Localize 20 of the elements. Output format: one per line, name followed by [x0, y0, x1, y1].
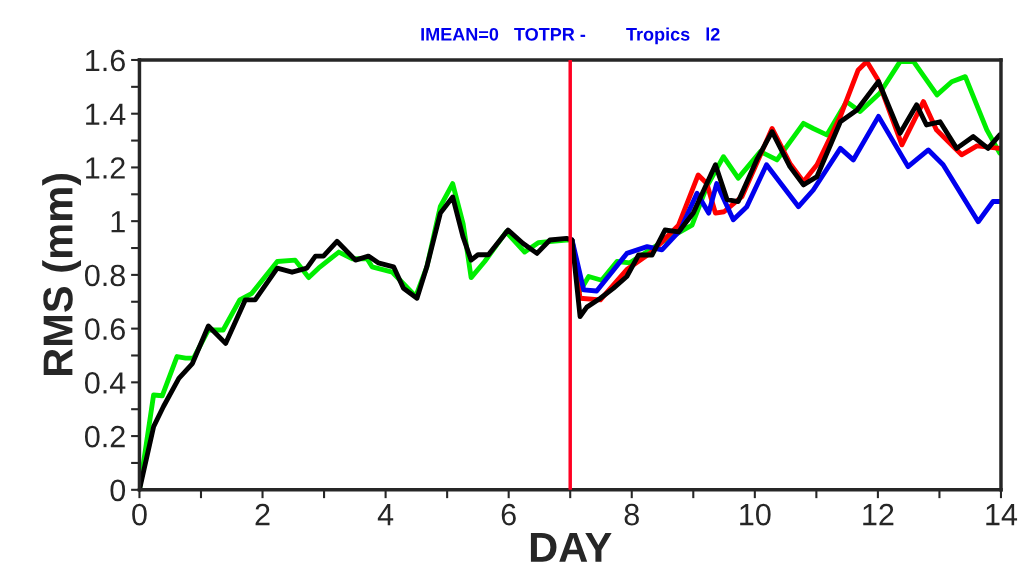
- x-tick-label: 2: [255, 503, 270, 526]
- x-axis-title: DAY: [530, 533, 612, 562]
- y-tick-label: 0.4: [84, 372, 126, 394]
- x-tick-label: 12: [863, 503, 894, 526]
- chart-title: IMEAN=0 TOTPR - Tropics l2: [421, 27, 720, 45]
- y-tick-label: 0: [110, 479, 126, 502]
- y-tick-label: 0.6: [84, 318, 125, 340]
- y-tick-label: 1: [111, 211, 125, 233]
- y-axis-title: RMS (mm): [42, 173, 82, 376]
- y-tick-label: 1.6: [86, 49, 125, 72]
- x-tick-label: 8: [624, 503, 639, 526]
- x-tick-label: 6: [501, 503, 516, 526]
- y-tick-label: 1.4: [86, 103, 126, 125]
- y-tick-label: 0.2: [84, 425, 125, 448]
- x-tick-label: 10: [740, 503, 771, 526]
- x-tick-label: 4: [377, 504, 394, 526]
- y-tick-label: 1.2: [86, 157, 125, 179]
- y-tick-label: 0.8: [84, 264, 125, 287]
- x-tick-label: 0: [132, 503, 147, 526]
- x-tick-label: 14: [986, 504, 1018, 526]
